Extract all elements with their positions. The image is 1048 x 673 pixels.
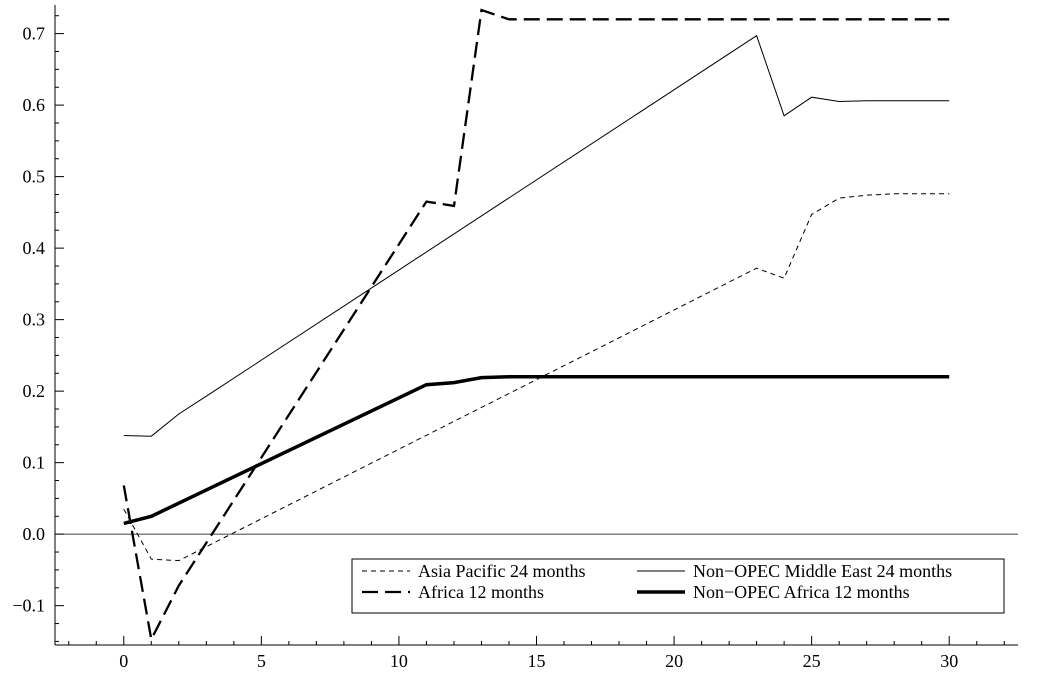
legend-box bbox=[351, 558, 1005, 614]
y-tick-label: 0.3 bbox=[23, 310, 46, 330]
y-tick-label: 0.7 bbox=[23, 24, 46, 44]
x-tick-label: 25 bbox=[803, 651, 821, 671]
x-tick-label: 0 bbox=[119, 651, 128, 671]
x-tick-label: 5 bbox=[257, 651, 266, 671]
legend-label-1: Asia Pacific 24 months bbox=[418, 561, 585, 581]
y-tick-label: 0.6 bbox=[23, 95, 46, 115]
x-tick-label: 10 bbox=[390, 651, 408, 671]
y-tick-label: 0.5 bbox=[23, 167, 46, 187]
x-tick-label: 30 bbox=[940, 651, 958, 671]
legend-label-2: Non−OPEC Middle East 24 months bbox=[693, 561, 952, 581]
series-line-2 bbox=[123, 34, 950, 437]
series-line-1 bbox=[123, 193, 950, 562]
y-tick-label: 0.1 bbox=[23, 453, 46, 473]
axes: −0.1 0.0 0.1 0.2 0.3 0.4 0.5 0.6 0.7 0 5 10 15 20 25 30 bbox=[12, 5, 1018, 671]
y-tick-label: 0.0 bbox=[23, 524, 46, 544]
series-group bbox=[122, 8, 950, 643]
x-tick-label: 15 bbox=[528, 651, 546, 671]
legend-label-3: Africa 12 months bbox=[418, 582, 544, 602]
legend: Asia Pacific 24 months Non−OPEC Middle Ea… bbox=[351, 558, 1005, 614]
y-tick-label: 0.2 bbox=[23, 381, 46, 401]
series-line-4 bbox=[123, 375, 950, 526]
y-tick-label: 0.4 bbox=[23, 238, 46, 258]
series-line-3 bbox=[122, 8, 950, 643]
legend-label-4: Non−OPEC Africa 12 months bbox=[693, 582, 910, 602]
y-tick-label: −0.1 bbox=[12, 596, 45, 616]
x-tick-label: 20 bbox=[665, 651, 683, 671]
